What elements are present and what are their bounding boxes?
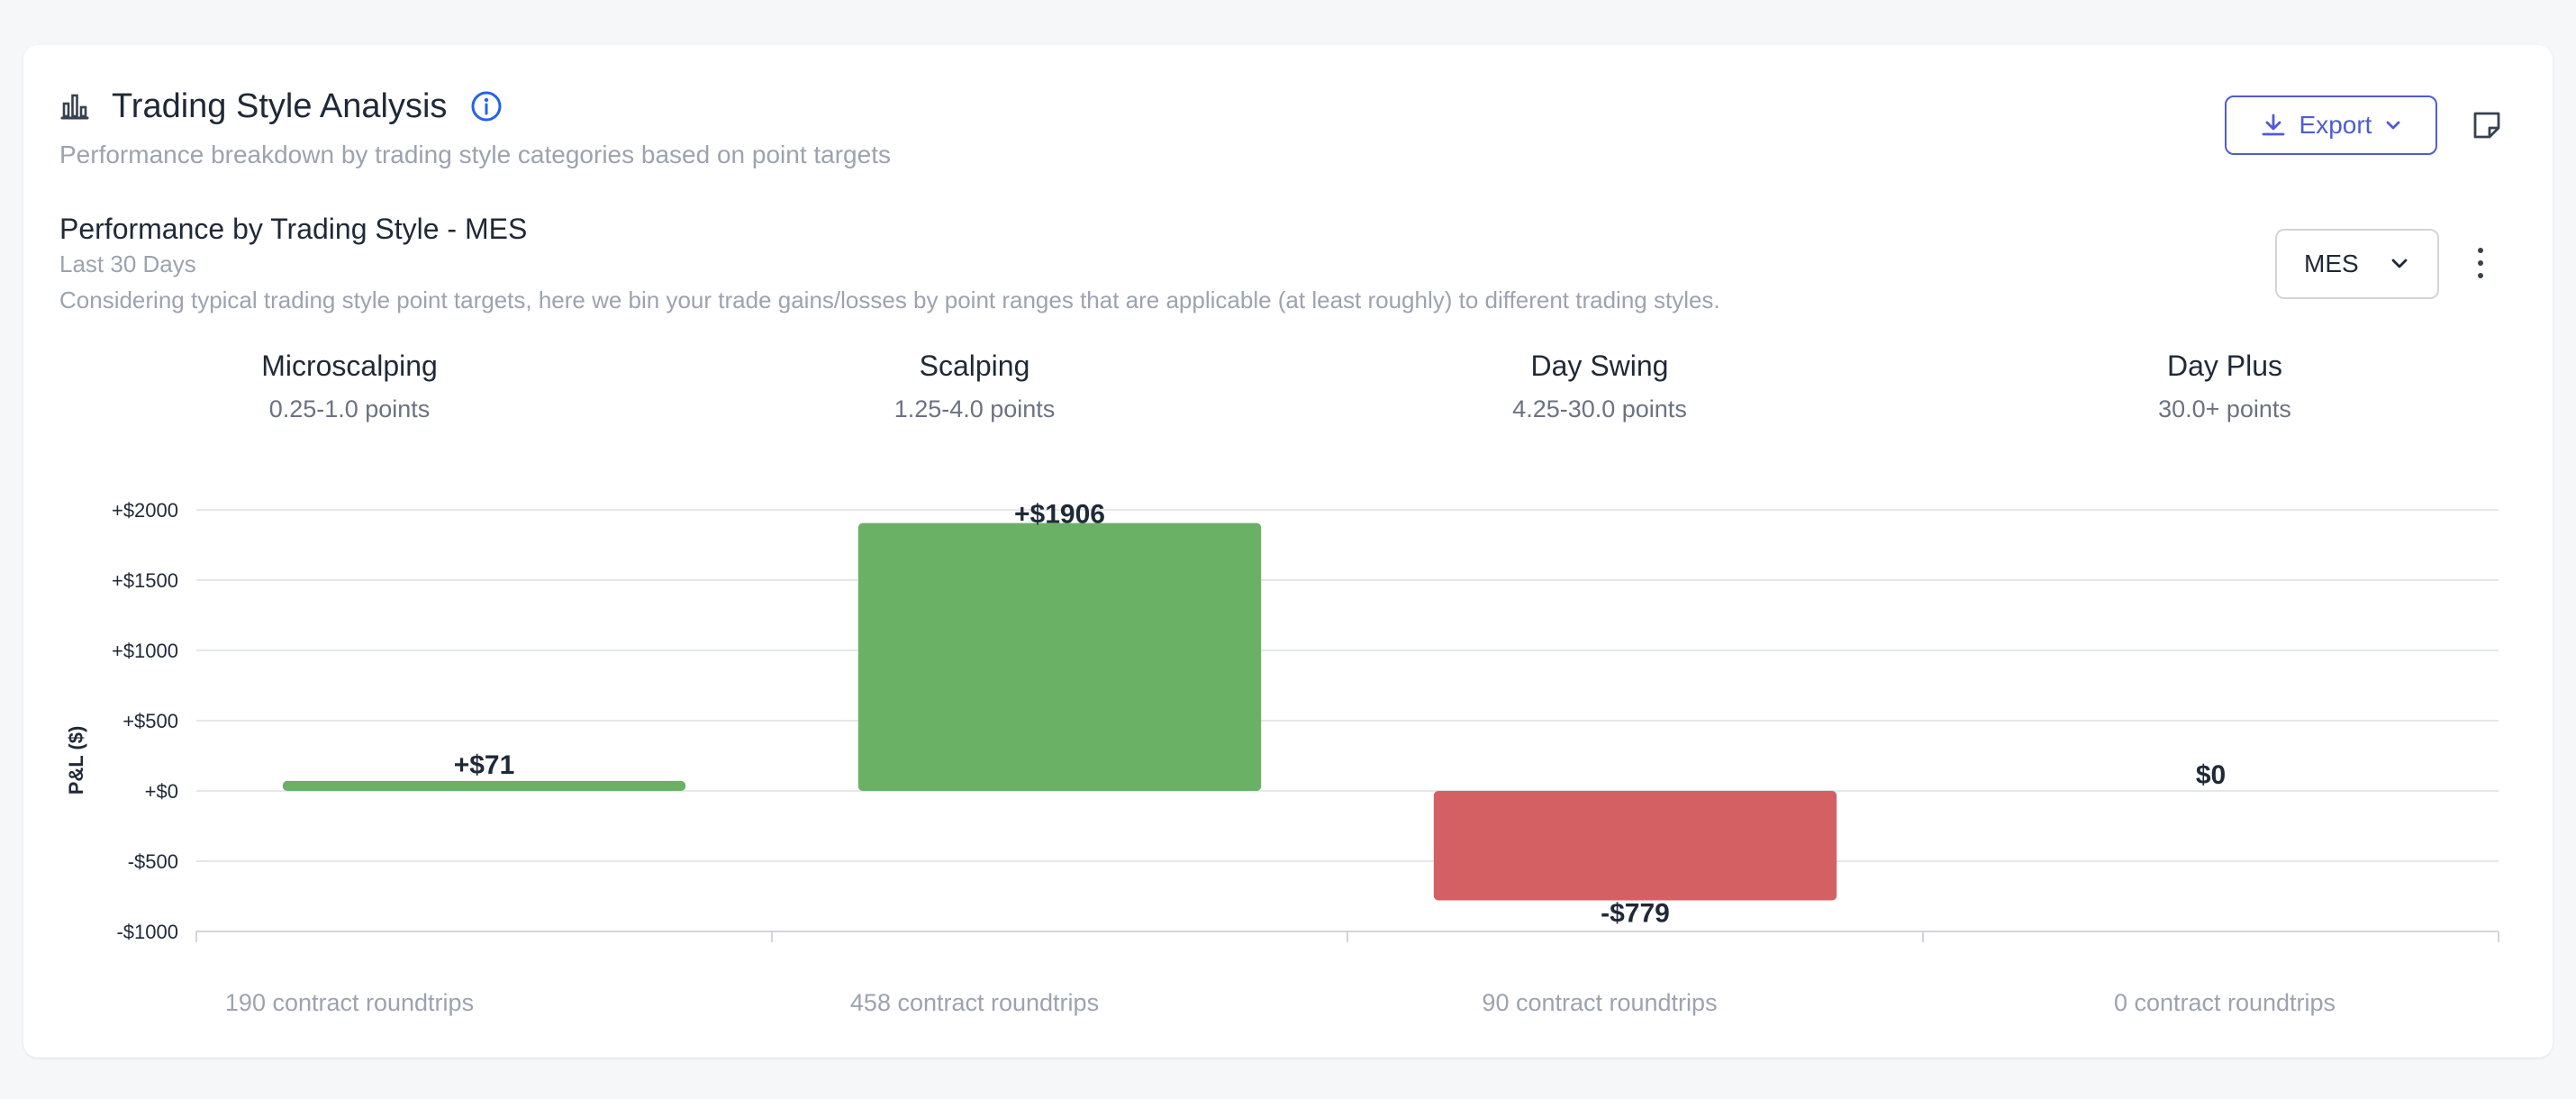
section-description: Considering typical trading style point … <box>59 286 1720 313</box>
bar-microscalping <box>282 780 686 791</box>
category-range: 30.0+ points <box>2158 395 2291 422</box>
section-title: Performance by Trading Style - MES <box>59 213 528 245</box>
roundtrips-microscalping: 190 contract roundtrips <box>224 989 475 1016</box>
export-button[interactable]: Export <box>2225 95 2437 155</box>
bar-chart-icon <box>60 94 89 120</box>
y-tick-label: +$1000 <box>112 640 178 662</box>
more-vertical-icon[interactable] <box>2472 245 2490 281</box>
category-range: 4.25-30.0 points <box>1512 395 1687 422</box>
category-scalping: Scalping 1.25-4.0 points <box>686 350 1263 423</box>
symbol-value: MES <box>2304 250 2359 277</box>
download-icon <box>2262 114 2284 136</box>
chevron-down-icon <box>2387 121 2400 130</box>
y-tick-label: +$1500 <box>112 569 178 592</box>
y-axis-label: P&L ($) <box>65 726 87 795</box>
date-range: Last 30 Days <box>59 250 196 277</box>
trading-style-card: Trading Style Analysis Performance break… <box>23 45 2553 1058</box>
category-microscalping: Microscalping 0.25-1.0 points <box>61 350 638 423</box>
bar-scalping <box>857 522 1262 791</box>
y-tick-label: +$2000 <box>112 499 178 522</box>
card-header: Trading Style Analysis Performance break… <box>59 81 891 169</box>
pnl-bar-chart: +$2000 +$1500 +$1000 +$500 +$0 -$500 -$1000 P&L… <box>65 499 2499 943</box>
info-icon[interactable] <box>470 90 503 123</box>
bar-value-label: +$71 <box>454 750 515 780</box>
export-label: Export <box>2299 111 2372 139</box>
category-name: Day Swing <box>1530 350 1669 382</box>
sticky-note-icon[interactable] <box>2470 108 2504 142</box>
symbol-select[interactable]: MES <box>2275 229 2439 299</box>
roundtrips-scalping: 458 contract roundtrips <box>849 989 1100 1016</box>
page-title: Trading Style Analysis <box>112 86 448 125</box>
bar-day-swing <box>1433 791 1837 901</box>
bar-value-label: $0 <box>2196 760 2226 790</box>
y-tick-label: +$500 <box>122 710 178 732</box>
y-tick-label: +$0 <box>145 780 178 803</box>
category-range: 1.25-4.0 points <box>893 395 1056 422</box>
category-name: Microscalping <box>261 350 438 382</box>
bar-value-label: +$1906 <box>1014 500 1105 530</box>
page-subtitle: Performance breakdown by trading style c… <box>59 141 891 168</box>
roundtrips-day-swing: 90 contract roundtrips <box>1482 989 1718 1016</box>
bar-value-label: -$779 <box>1601 899 1670 929</box>
category-name: Day Plus <box>2166 350 2283 382</box>
y-tick-label: -$1000 <box>116 921 178 943</box>
category-range: 0.25-1.0 points <box>268 395 431 422</box>
category-day-plus: Day Plus 30.0+ points <box>1937 350 2513 423</box>
category-name: Scalping <box>919 350 1030 382</box>
category-day-swing: Day Swing 4.25-30.0 points <box>1311 350 1888 423</box>
y-tick-label: -$500 <box>128 850 178 873</box>
chevron-down-icon <box>2391 259 2408 268</box>
roundtrips-day-plus: 0 contract roundtrips <box>2113 989 2336 1016</box>
